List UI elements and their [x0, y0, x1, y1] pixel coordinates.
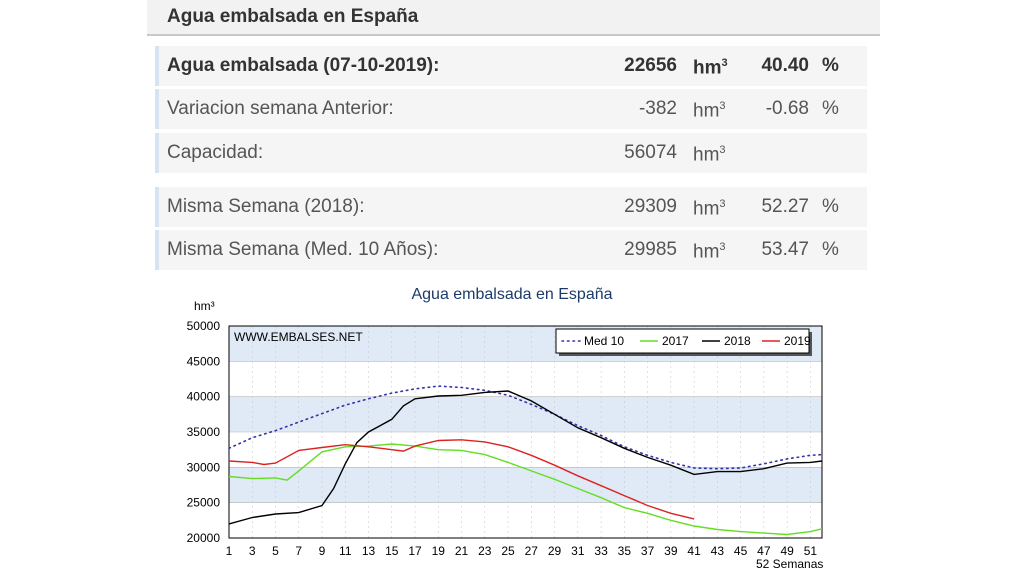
x-tick-label: 35: [618, 544, 632, 558]
row-weekly-variation: Variacion semana Anterior: -382 hm3 -0.6…: [155, 89, 867, 129]
x-tick-label: 31: [571, 544, 585, 558]
row-unit: hm3: [693, 57, 728, 79]
row-percent: 52.27: [761, 196, 809, 217]
y-tick-label: 25000: [187, 496, 221, 510]
x-tick-label: 41: [687, 544, 701, 558]
panel-header: Agua embalsada en España: [147, 0, 880, 36]
row-unit: hm3: [693, 241, 726, 263]
row-percent-sign: %: [822, 196, 839, 217]
x-tick-label: 11: [339, 544, 352, 558]
y-tick-label: 45000: [187, 354, 221, 368]
row-value: 22656: [624, 55, 677, 76]
x-tick-label: 3: [249, 544, 256, 558]
row-unit: hm3: [693, 100, 726, 122]
x-tick-label: 15: [385, 544, 399, 558]
series-line-med-10: [228, 385, 823, 470]
x-tick-label: 7: [295, 544, 302, 558]
legend-label: 2018: [724, 334, 751, 348]
x-tick-label: 39: [664, 544, 678, 558]
row-percent: 40.40: [761, 55, 809, 76]
series-line-2018: [228, 390, 823, 525]
row-current: Agua embalsada (07-10-2019): 22656 hm3 4…: [155, 46, 867, 86]
row-label: Capacidad:: [167, 142, 264, 163]
x-tick-label: 1: [226, 544, 233, 558]
x-tick-label: 21: [455, 544, 469, 558]
x-tick-label: 45: [734, 544, 748, 558]
row-percent-sign: %: [822, 239, 839, 260]
y-tick-label: 50000: [187, 319, 221, 333]
grid-band: [229, 467, 822, 503]
legend-label: 2017: [662, 334, 689, 348]
row-label: Misma Semana (Med. 10 Años):: [167, 239, 439, 260]
x-tick-label: 19: [432, 544, 446, 558]
row-value: 29309: [624, 196, 677, 217]
x-tick-label: 25: [501, 544, 515, 558]
row-percent: -0.68: [765, 98, 809, 119]
legend-label: 2019: [784, 334, 811, 348]
x-tick-label: 27: [525, 544, 539, 558]
x-tick-label: 13: [362, 544, 376, 558]
row-percent: 53.47: [761, 239, 809, 260]
legend-label: Med 10: [584, 334, 624, 348]
chart-legend: Med 10 2017 2018 2019: [555, 328, 812, 356]
grid-band: [229, 502, 822, 538]
x-tick-label: 47: [757, 544, 771, 558]
x-tick-label: 33: [594, 544, 608, 558]
row-value: 29985: [624, 239, 677, 260]
x-tick-label: 29: [548, 544, 562, 558]
row-unit: hm3: [693, 198, 726, 220]
row-label: Misma Semana (2018):: [167, 196, 365, 217]
row-percent-sign: %: [822, 98, 839, 119]
y-tick-label: 30000: [187, 460, 221, 474]
y-tick-label: 20000: [187, 531, 221, 545]
row-capacity: Capacidad: 56074 hm3: [155, 133, 867, 173]
x-tick-label: 43: [711, 544, 725, 558]
row-percent-sign: %: [822, 55, 839, 76]
x-tick-label: 17: [408, 544, 422, 558]
x-tick-label: 51: [804, 544, 818, 558]
x-tick-label: 23: [478, 544, 492, 558]
series-line-2017: [228, 443, 823, 536]
panel-title: Agua embalsada en España: [167, 6, 419, 27]
grid-band: [229, 361, 822, 397]
watermark-text: WWW.EMBALSES.NET: [234, 330, 363, 344]
row-same-week-10yr-avg: Misma Semana (Med. 10 Años): 29985 hm3 5…: [155, 230, 867, 270]
y-axis-label: hm³: [194, 299, 215, 313]
x-axis-label: 52 Semanas: [756, 557, 823, 571]
row-value: -382: [638, 98, 677, 119]
row-value: 56074: [624, 142, 677, 163]
series-line-2019: [228, 439, 695, 520]
row-label: Agua embalsada (07-10-2019):: [167, 55, 440, 76]
row-same-week-2018: Misma Semana (2018): 29309 hm3 52.27 %: [155, 187, 867, 227]
x-tick-label: 49: [780, 544, 794, 558]
row-unit: hm3: [693, 144, 726, 166]
row-label: Variacion semana Anterior:: [167, 98, 394, 119]
chart-title: Agua embalsada en España: [411, 286, 613, 303]
x-tick-label: 37: [641, 544, 655, 558]
y-tick-label: 35000: [187, 425, 221, 439]
y-tick-label: 40000: [187, 390, 221, 404]
grid-band: [229, 432, 822, 468]
x-tick-label: 5: [272, 544, 279, 558]
x-tick-label: 9: [319, 544, 326, 558]
